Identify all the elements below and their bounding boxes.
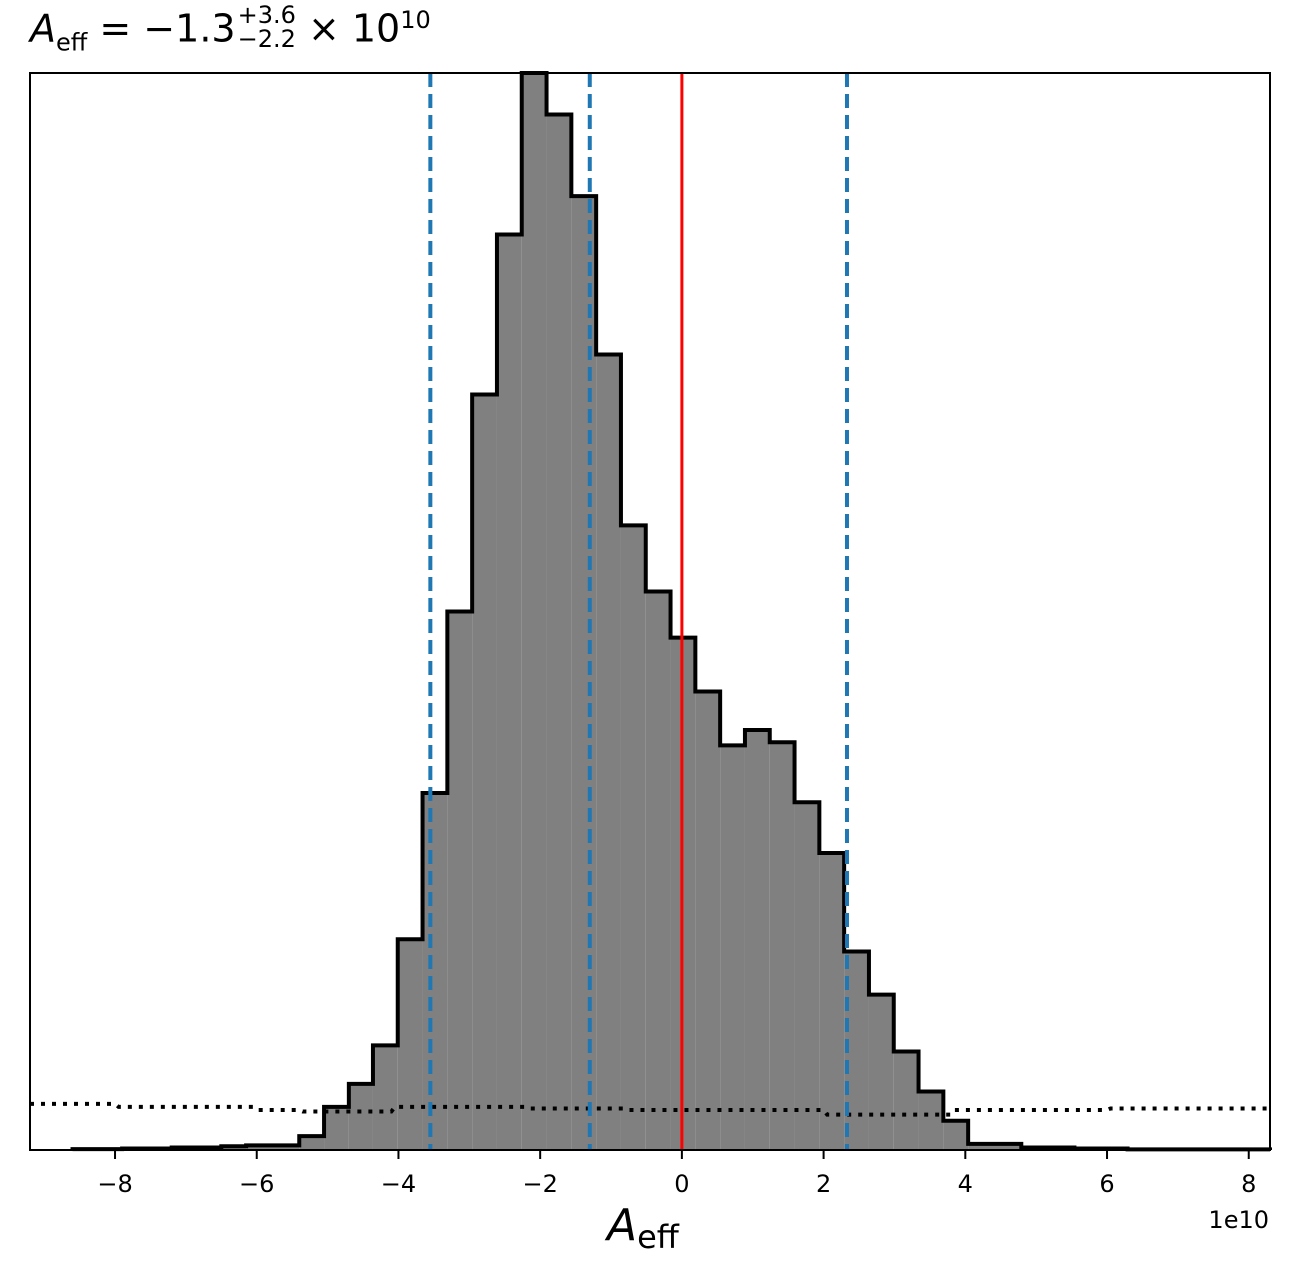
histogram-bar (546, 114, 572, 1151)
x-axis-offset-text: 1e10 (1208, 1206, 1269, 1234)
histogram-bar (496, 234, 522, 1151)
histogram-bar (893, 1051, 919, 1150)
x-axis-ticks: −8 −6 −4 −2 0 2 4 6 8 (97, 1150, 1256, 1198)
title-lower-error: −2.2 (237, 25, 296, 54)
plot-frame (29, 72, 1271, 1151)
x-tick-label: −8 (97, 1170, 132, 1198)
histogram-bar (943, 1120, 969, 1150)
x-tick-label: 4 (958, 1170, 973, 1198)
title-symbol: A (30, 6, 56, 51)
histogram-bar (472, 394, 497, 1151)
histogram-bar (645, 591, 671, 1150)
histogram-bar (720, 745, 745, 1150)
x-axis-label-symbol: A (607, 1200, 638, 1251)
x-tick-label: 2 (816, 1170, 831, 1198)
histogram-bar (246, 1145, 300, 1150)
histogram-bar (447, 611, 473, 1150)
x-axis-label: Aeff (607, 1200, 679, 1256)
histogram-bars (70, 71, 1272, 1152)
x-tick-label: 6 (1099, 1170, 1114, 1198)
histogram-outline (70, 71, 1272, 1152)
histogram-bar (397, 939, 423, 1150)
histogram-bar (819, 853, 845, 1150)
x-tick-label: −6 (239, 1170, 274, 1198)
title-uncertainty: +3.6 −2.2 (238, 3, 296, 51)
histogram-bar (521, 73, 547, 1150)
histogram-bar (620, 525, 646, 1150)
title-symbol-sub: eff (56, 28, 88, 57)
histogram-bar (348, 1083, 373, 1150)
histogram-bar (968, 1143, 1022, 1150)
histogram-bar (794, 802, 820, 1150)
x-tick-label: −4 (381, 1170, 416, 1198)
histogram-bar (299, 1136, 325, 1150)
reference-lines (30, 73, 1270, 1150)
title-upper-error: +3.6 (237, 1, 296, 30)
histogram-bar (596, 354, 621, 1150)
histogram-bar (324, 1106, 349, 1150)
histogram-bar (868, 994, 894, 1150)
x-axis-label-sub: eff (637, 1218, 679, 1256)
histogram-bar (372, 1045, 398, 1150)
title-value: = −1.3 (87, 6, 236, 51)
x-tick-label: −2 (522, 1170, 557, 1198)
x-tick-label: 0 (674, 1170, 689, 1198)
histogram-bar (571, 196, 597, 1151)
histogram-bar (769, 742, 795, 1150)
histogram-bar (918, 1091, 944, 1150)
title-multiplier: × 10 (295, 6, 401, 51)
histogram-bar (422, 793, 448, 1150)
chart-title: Aeff = −1.3 +3.6 −2.2 × 1010 (30, 3, 431, 57)
histogram-bar (695, 691, 721, 1150)
x-tick-label: 8 (1241, 1170, 1256, 1198)
histogram-bar (744, 729, 770, 1150)
title-exponent: 10 (400, 6, 431, 34)
